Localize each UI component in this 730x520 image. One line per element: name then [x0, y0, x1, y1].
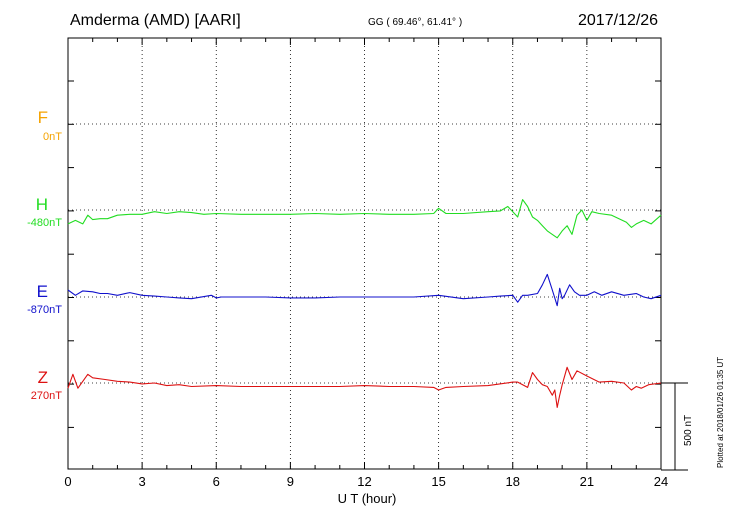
x-tick-label: 15 — [431, 474, 446, 489]
plotted-timestamp: Plotted at 2018/01/26 01:35 UT — [716, 356, 725, 468]
chart-series — [67, 199, 662, 408]
x-tick-label: 18 — [505, 474, 520, 489]
chart-date: 2017/12/26 — [578, 12, 659, 29]
x-tick-label: 6 — [212, 474, 220, 489]
series-line-h — [67, 199, 662, 239]
component-baseline-e: -870nT — [27, 304, 62, 316]
x-tick-label: 3 — [138, 474, 146, 489]
scale-bar-label: 500 nT — [683, 414, 694, 446]
component-baseline-z: 270nT — [30, 390, 62, 402]
component-name-h: H — [35, 195, 48, 214]
chart-grid — [67, 37, 688, 471]
component-name-e: E — [36, 282, 48, 301]
component-baseline-h: -480nT — [27, 217, 62, 229]
series-line-z — [67, 366, 662, 408]
x-tick-label: 12 — [357, 474, 372, 489]
component-name-z: Z — [37, 368, 48, 387]
x-tick-label: 9 — [286, 474, 294, 489]
component-baseline-f: 0nT — [43, 131, 62, 143]
station-title: Amderma (AMD) [AARI] — [70, 12, 241, 29]
component-name-f: F — [37, 108, 48, 127]
x-axis-label: U T (hour) — [337, 491, 397, 506]
x-tick-label: 0 — [64, 474, 72, 489]
geographic-coordinates: GG ( 69.46°, 61.41° ) — [368, 17, 463, 28]
x-tick-label: 24 — [653, 474, 669, 489]
series-line-e — [67, 273, 662, 307]
x-tick-label: 21 — [579, 474, 595, 489]
